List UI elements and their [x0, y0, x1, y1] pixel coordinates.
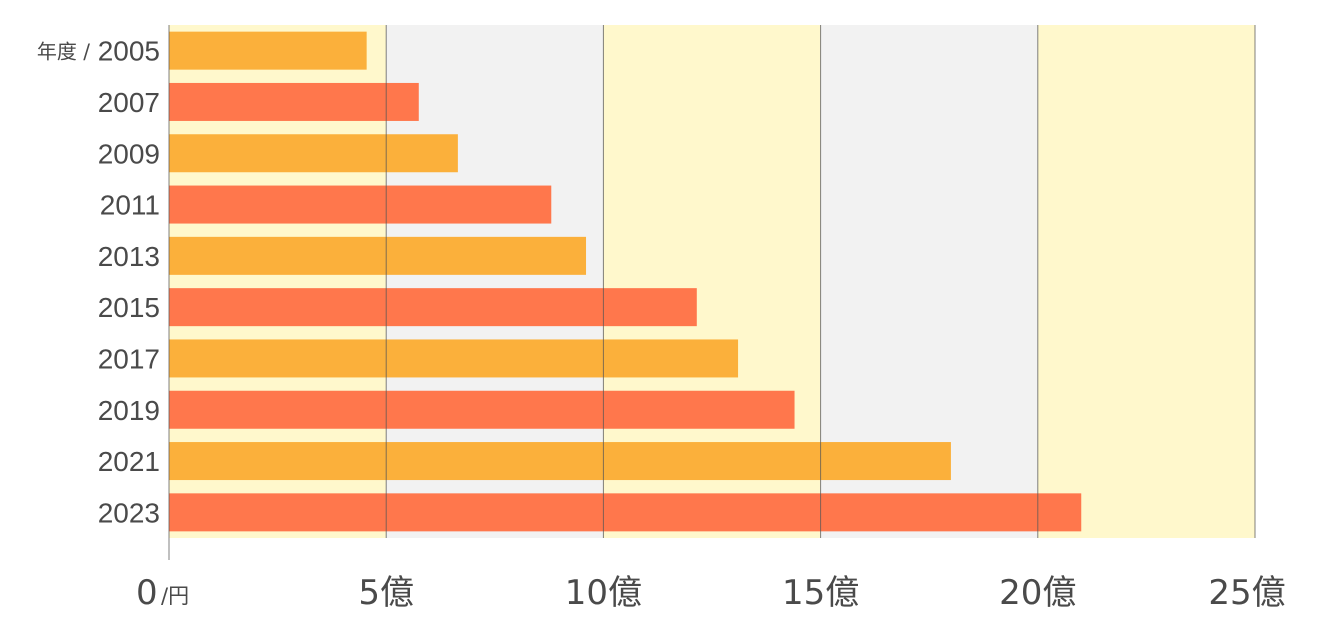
y-axis-labels: 年度 / 2005 2007 2009 2011 2013 2015 2017 2019 202… — [37, 36, 160, 529]
background-band — [1037, 25, 1255, 538]
bar-2017 — [169, 339, 739, 378]
background-bands — [169, 25, 1255, 538]
bar-2019 — [169, 390, 795, 429]
x-tick-label: 10億 — [565, 573, 642, 613]
bar-2011 — [169, 185, 552, 224]
bar-2009 — [169, 134, 458, 173]
x-tick-label: 0 — [136, 573, 158, 613]
y-tick-label: 2023 — [98, 497, 160, 528]
bars-group — [169, 31, 1082, 532]
bar-2021 — [169, 442, 951, 481]
gridlines — [168, 25, 1256, 560]
x-axis-unit-label: /円 — [161, 584, 189, 608]
bar-2005 — [169, 31, 367, 70]
y-tick-label: 2017 — [98, 343, 160, 374]
x-tick-label: 25億 — [1208, 573, 1285, 613]
y-tick-label: 2007 — [98, 87, 160, 118]
y-tick-label: 2021 — [98, 446, 160, 477]
y-tick-label: 2015 — [98, 292, 160, 323]
x-tick-label: 5億 — [358, 573, 414, 613]
y-tick-label: 2019 — [98, 395, 160, 426]
y-axis-unit-label: 年度 / — [37, 40, 90, 64]
y-tick-label: 2005 — [98, 36, 160, 67]
x-tick-label: 20億 — [999, 573, 1076, 613]
bar-2013 — [169, 236, 587, 275]
x-axis-labels: 0/円 5億 10億 15億 20億 25億 — [136, 573, 1286, 613]
bar-2023 — [169, 493, 1082, 532]
y-tick-label: 2011 — [100, 190, 160, 221]
bar-2007 — [169, 82, 419, 121]
bar-2015 — [169, 288, 697, 327]
x-tick-label: 15億 — [782, 573, 859, 613]
y-tick-label: 2009 — [98, 138, 160, 169]
y-tick-label: 2013 — [98, 241, 160, 272]
